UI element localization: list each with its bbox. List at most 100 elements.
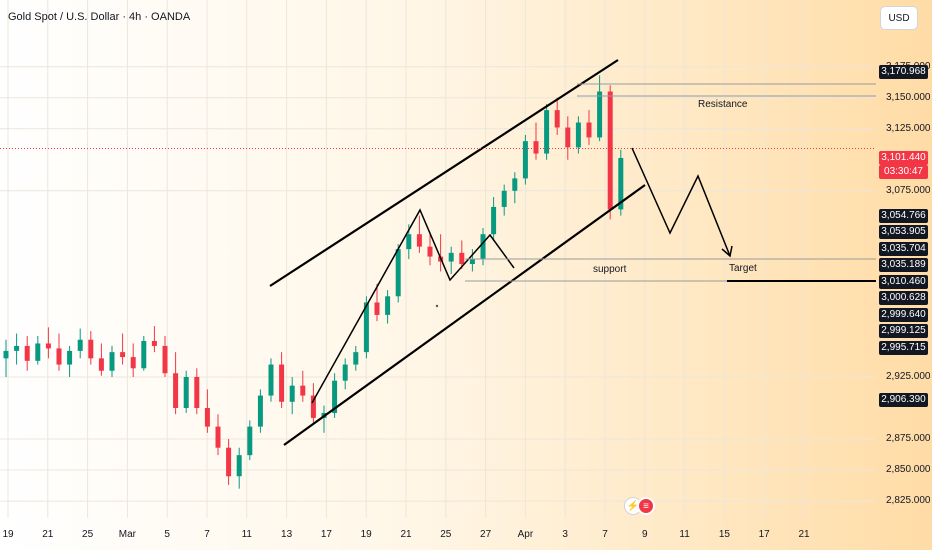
candle — [215, 414, 221, 456]
candle — [67, 345, 73, 377]
dot-marker — [435, 304, 439, 308]
price-label: 3,035.704 — [879, 241, 928, 256]
candle — [544, 103, 550, 160]
channel-lower-line — [283, 184, 646, 446]
candle-body — [618, 157, 624, 210]
candle — [385, 290, 391, 324]
candle-body — [501, 190, 507, 207]
candle — [310, 383, 316, 423]
currency-button[interactable]: USD — [880, 6, 918, 30]
price-label: 3,101.440 — [879, 150, 928, 165]
price-label: 3,000.628 — [879, 291, 928, 306]
trend-drawings — [0, 59, 876, 446]
x-tick-label: 25 — [440, 529, 452, 540]
support-label: support — [593, 264, 627, 275]
resistance-label: Resistance — [698, 99, 748, 110]
candle-body — [533, 141, 539, 154]
candle — [141, 336, 147, 371]
y-tick-label: 3,125.000 — [886, 122, 931, 134]
candle — [353, 345, 359, 371]
candle-body — [268, 364, 274, 396]
candle-body — [109, 352, 115, 371]
x-tick-label: 21 — [798, 529, 810, 540]
candle-body — [385, 296, 391, 315]
candle-body — [98, 358, 104, 371]
price-label: 2,995.715 — [879, 340, 928, 355]
price-label: 3,035.189 — [879, 258, 928, 273]
candle — [501, 184, 507, 216]
candle — [88, 331, 94, 365]
candle-body — [257, 395, 263, 427]
candle — [565, 116, 571, 160]
target-label: Target — [729, 263, 757, 274]
y-tick-label: 3,075.000 — [886, 184, 931, 196]
x-tick-label: 5 — [164, 529, 170, 540]
wave-pattern — [311, 208, 515, 404]
candle-body — [544, 110, 550, 154]
x-tick-label: Mar — [118, 529, 137, 540]
candle — [374, 283, 380, 322]
candle-body — [173, 373, 179, 408]
candle — [130, 343, 136, 377]
candle-body — [353, 352, 359, 365]
candle — [427, 234, 433, 266]
candle — [257, 389, 263, 433]
x-tick-label: 3 — [562, 529, 568, 540]
candle — [268, 358, 274, 402]
candle — [77, 328, 83, 359]
candle — [416, 215, 422, 253]
candle-body — [236, 455, 242, 477]
candle-body — [141, 340, 147, 369]
y-tick-label: 3,150.000 — [886, 91, 931, 103]
candle-body — [88, 339, 94, 359]
projection-path — [631, 147, 731, 257]
candle — [151, 326, 157, 353]
price-label: 3,054.766 — [879, 208, 928, 223]
candle-body — [363, 302, 369, 353]
x-tick-label: 21 — [42, 529, 54, 540]
candle-body — [226, 447, 232, 477]
candle — [480, 228, 486, 266]
candle — [586, 110, 592, 145]
x-tick-label: 7 — [204, 529, 210, 540]
candle — [120, 333, 126, 365]
x-tick-label: 9 — [642, 529, 648, 540]
candle-body — [332, 380, 338, 413]
candle-body — [130, 357, 136, 369]
candle — [24, 336, 30, 371]
candle-body — [289, 385, 295, 402]
candle-body — [120, 352, 126, 358]
y-tick-label: 2,825.000 — [886, 495, 931, 507]
candle-body — [24, 345, 30, 361]
candle-body — [575, 122, 581, 148]
candle — [321, 405, 327, 433]
candle-body — [416, 234, 422, 247]
candle — [342, 358, 348, 390]
channel-upper-line — [269, 59, 619, 287]
candle-body — [406, 234, 412, 250]
candle-body — [183, 376, 189, 408]
arrow-head-icon — [721, 245, 733, 258]
candle — [194, 368, 200, 415]
candle-body — [586, 122, 592, 138]
price-label: 03:30:47 — [879, 164, 928, 179]
candle — [289, 376, 295, 415]
candle — [512, 172, 518, 204]
flag-us-icon[interactable]: ≡ — [637, 497, 655, 515]
x-tick-label: 7 — [602, 529, 608, 540]
x-tick-label: 17 — [758, 529, 770, 540]
x-tick-label: 19 — [2, 529, 14, 540]
x-tick-label: Apr — [517, 529, 534, 540]
candle — [3, 339, 9, 377]
candle — [554, 97, 560, 135]
candle — [300, 370, 306, 402]
candle — [45, 327, 51, 359]
x-tick-label: 11 — [679, 529, 690, 540]
x-tick-label: 21 — [400, 529, 412, 540]
candle — [173, 352, 179, 415]
candle-body — [512, 178, 518, 191]
x-tick-label: 17 — [320, 529, 332, 540]
candle — [226, 439, 232, 485]
